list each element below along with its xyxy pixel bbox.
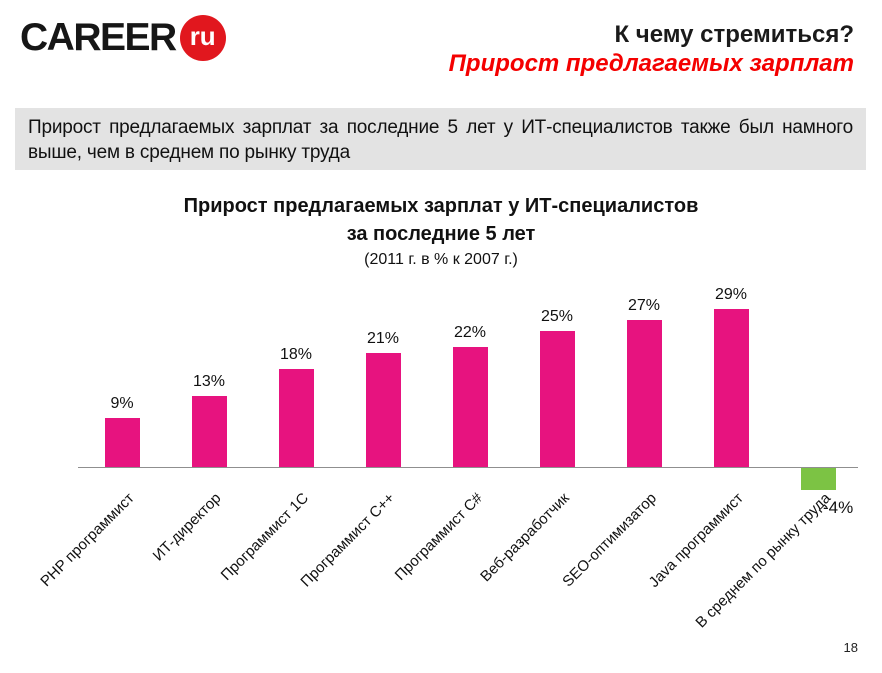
bar-7 (626, 319, 662, 467)
bar-value-label: 13% (192, 373, 226, 391)
logo-ru-badge: ru (179, 15, 226, 61)
category-label: PHP программист (37, 489, 138, 591)
bar-value-label: 27% (627, 296, 661, 314)
bar-chart: 9% PHP программист 13% ИТ-директор 18% Програ… (0, 280, 882, 660)
chart-title-block: Прирост предлагаемых зарплат у ИТ-специа… (0, 192, 882, 272)
bar-6 (539, 330, 575, 467)
logo-brand-text: CAREER (20, 16, 177, 59)
bar-value-label: 21% (366, 329, 400, 347)
chart-title-line1: Прирост предлагаемых зарплат у ИТ-специа… (183, 195, 699, 217)
header: К чему стремиться? Прирост предлагаемых … (449, 20, 854, 78)
bar-value-label: 29% (714, 285, 748, 303)
x-axis-line (78, 467, 858, 468)
category-label: SEO-оптимизатор (558, 489, 660, 591)
bar-value-label: 18% (279, 345, 313, 363)
bar-9 (800, 468, 836, 490)
bar-value-label: 9% (110, 394, 134, 412)
bar-value-label: -4% (823, 497, 854, 517)
category-label: Программист 1С (217, 489, 312, 584)
callout-text-line2: выше, чем в среднем по рынку труда (28, 142, 350, 163)
chart-subtitle: (2011 г. в % к 2007 г.) (364, 251, 518, 268)
category-label: Программист C# (391, 489, 486, 584)
slide-title: К чему стремиться? (614, 21, 854, 48)
bar-8 (713, 308, 749, 467)
category-label: Java программист (645, 489, 747, 591)
career-ru-logo: CAREER ru (20, 14, 226, 62)
category-label: Веб-разработчик (477, 489, 573, 586)
bar-5 (452, 347, 488, 467)
slide-subtitle: Прирост предлагаемых зарплат (448, 50, 854, 77)
bar-value-label: 25% (540, 307, 574, 325)
chart-title-line2: за последние 5 лет (346, 223, 536, 245)
bar-4 (365, 352, 401, 467)
page-number: 18 (843, 640, 858, 655)
bar-1 (104, 417, 140, 467)
callout-text-line1: Прирост предлагаемых зарплат за последни… (28, 117, 853, 138)
bar-3 (278, 368, 314, 467)
category-label: ИТ-директор (149, 489, 225, 565)
callout-box: Прирост предлагаемых зарплат за последни… (15, 108, 866, 170)
category-label: Программист C++ (297, 489, 399, 591)
bar-value-label: 22% (453, 324, 487, 342)
bar-2 (191, 396, 227, 467)
